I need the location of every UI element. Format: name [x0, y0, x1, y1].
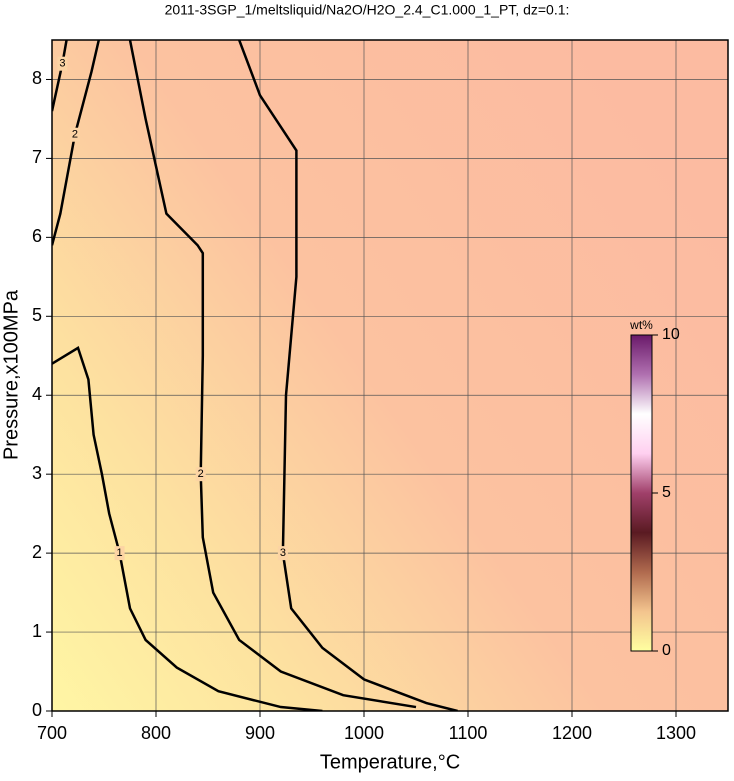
colorbar-tick-label: 5: [662, 484, 671, 501]
contour-label: 2: [72, 129, 78, 141]
colorbar-label: wt%: [629, 318, 653, 332]
y-tick-label: 7: [32, 147, 42, 167]
contour-label: 3: [280, 547, 286, 559]
x-tick-label: 800: [141, 723, 171, 743]
contour-label: 2: [198, 468, 204, 480]
x-tick-label: 1000: [344, 723, 384, 743]
contour-label-bg: [195, 467, 206, 482]
colorbar-scale: [630, 334, 653, 652]
y-axis-label: Pressure,x100MPa: [0, 289, 22, 460]
plot-background: [52, 40, 728, 711]
contour-label: 3: [59, 58, 65, 70]
contours: 1 2 2 3 3: [52, 40, 458, 711]
x-tick-label: 700: [37, 723, 67, 743]
y-tick-label: 0: [32, 700, 42, 720]
contour-label: 1: [117, 547, 123, 559]
grid: [51, 40, 728, 712]
y-tick-label: 2: [32, 542, 42, 562]
y-tick-label: 3: [32, 463, 42, 483]
y-tick-label: 6: [32, 226, 42, 246]
contour-label-bg: [57, 56, 68, 71]
y-tick-label: 5: [32, 305, 42, 325]
y-tick-label: 4: [32, 384, 42, 404]
y-tick-label: 8: [32, 68, 42, 88]
x-tick-label: 900: [245, 723, 275, 743]
x-tick-label: 1300: [656, 723, 696, 743]
chart-title: 2011-3SGP_1/meltsliquid/Na2O/H2O_2.4_C1.…: [165, 2, 570, 18]
x-tick-label: 1200: [552, 723, 592, 743]
x-axis-label: Temperature,°C: [320, 751, 460, 773]
contour-label-bg: [277, 546, 288, 561]
contour-label-bg: [69, 127, 80, 142]
contour-label-bg: [114, 546, 125, 561]
colorbar: wt% 0 5 10: [629, 318, 680, 659]
contour-line: [52, 40, 68, 112]
colorbar-tick-label: 10: [662, 326, 680, 343]
x-tick-label: 1100: [449, 723, 488, 743]
y-tick-label: 1: [32, 621, 42, 641]
colorbar-tick-label: 0: [662, 642, 671, 659]
plot-frame: [51, 39, 729, 712]
